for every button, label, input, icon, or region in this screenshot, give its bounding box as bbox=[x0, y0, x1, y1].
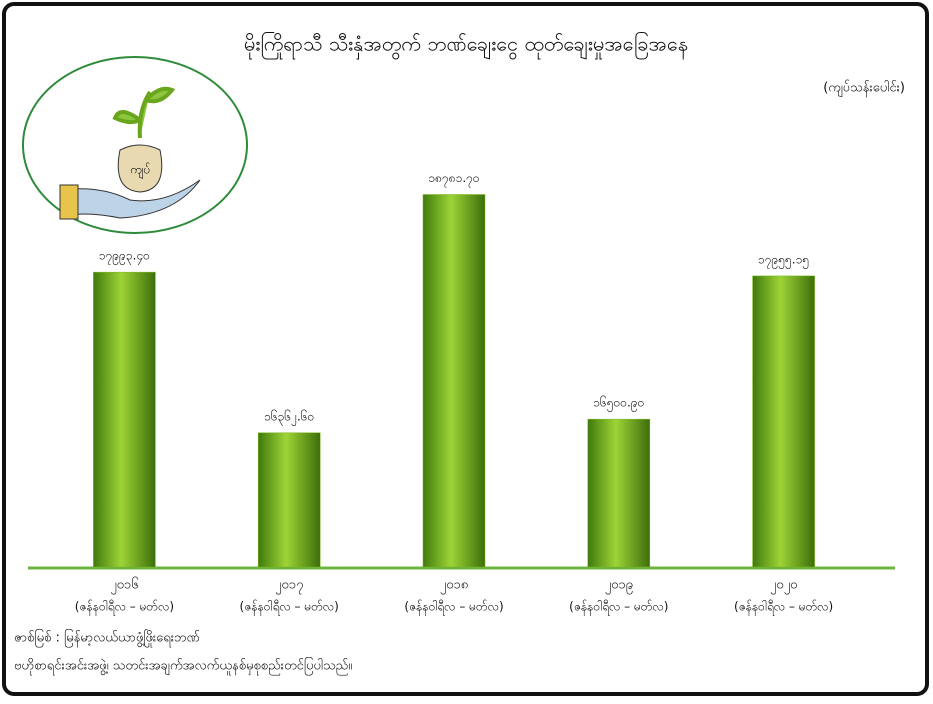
bar bbox=[587, 418, 651, 568]
x-tick-label: ၂၀၂၀ bbox=[770, 578, 797, 595]
source-line: ဗဟိုစာရင်းအင်းအဖွဲ့၊ သတင်းအချက်အလက်ယူနစ်… bbox=[14, 657, 352, 676]
bar bbox=[752, 275, 815, 568]
chart-title: မိုးကြိုရာသီ သီးနှံအတွက် ဘဏ်ချေးငွေ ထုတ်… bbox=[244, 32, 688, 60]
x-tick-label: ၂၀၁၈ bbox=[440, 578, 468, 595]
value-label: ၁၆၅၀၀.၉၀ bbox=[593, 395, 644, 413]
period-label: (ဇန်နဝါရီလ – မတ်လ) bbox=[569, 599, 668, 617]
icon: ကျပ် bbox=[22, 56, 248, 234]
x-tick-label: ၂၀၁၉ bbox=[605, 578, 633, 595]
unit-label: (ကျပ်သန်းပေါင်း) bbox=[823, 80, 905, 98]
x-tick-label: ၂၀၁၇ bbox=[275, 578, 303, 595]
x-tick-label: ၂၀၁၆ bbox=[110, 577, 138, 595]
value-label: ၁၇၉၅၅.၁၅ bbox=[758, 252, 809, 269]
bar bbox=[422, 194, 486, 568]
period-label: (ဇန်နဝါရီလ – မတ်လ) bbox=[404, 599, 503, 617]
bar bbox=[257, 432, 321, 568]
source-line: ဇာစ်မြစ် : မြန်မာ့လယ်ယာဖွံ့ဖြိုးရေးဘဏ် bbox=[14, 629, 200, 648]
period-label: (ဇန်နဝါရီလ – မတ်လ) bbox=[240, 599, 339, 617]
value-label: ၁၆၃၆၂.၆၀ bbox=[264, 408, 314, 426]
value-label: ၁၈၇၈၁.၇၀ bbox=[428, 171, 479, 188]
period-label: (ဇန်နဝါရီလ – မတ်လ) bbox=[75, 599, 174, 617]
icon-label: ကျပ် bbox=[130, 162, 150, 180]
frame bbox=[2, 2, 929, 696]
value-label: ၁၇၉၉၃.၄၀ bbox=[99, 249, 150, 266]
period-label: (ဇန်နဝါရီလ – မတ်လ) bbox=[734, 599, 833, 617]
bar bbox=[93, 271, 156, 568]
